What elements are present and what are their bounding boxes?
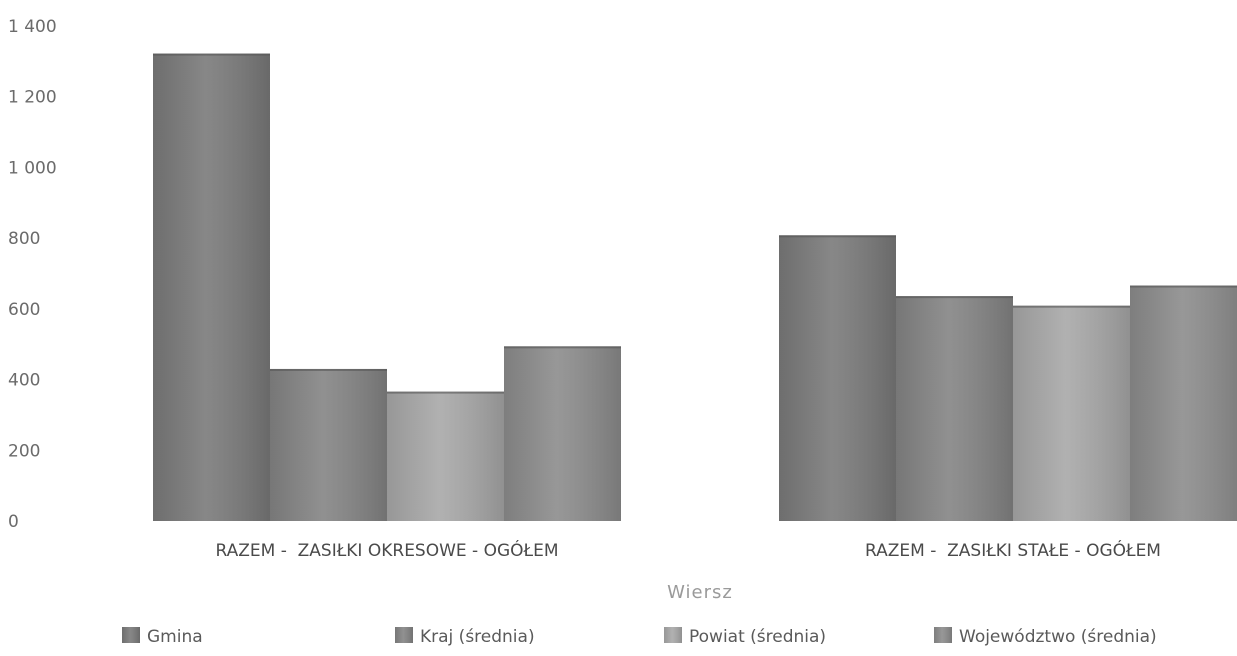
bar-top-edge — [779, 235, 896, 238]
y-axis: 0 200 400 600 800 1 000 1 200 1 400 — [8, 17, 57, 532]
bar-top-edge — [270, 368, 387, 371]
bar-shading — [779, 235, 896, 522]
legend-label: Kraj (średnia) — [420, 627, 535, 647]
legend-swatch-shading — [122, 627, 140, 643]
bar-top-edge — [1130, 285, 1237, 288]
legend-label: Gmina — [147, 627, 203, 647]
x-axis-title: Wiersz — [667, 582, 733, 603]
bar-top-edge — [504, 346, 621, 349]
bar — [387, 391, 504, 521]
bar-shading — [1130, 285, 1237, 521]
y-tick-label: 1 200 — [8, 88, 57, 108]
y-tick-label: 1 000 — [8, 158, 57, 178]
y-tick-label: 600 — [8, 300, 40, 320]
bar-top-edge — [896, 296, 1013, 299]
y-tick-label: 800 — [8, 229, 40, 249]
bars-group — [153, 53, 1237, 522]
legend-item[interactable]: Kraj (średnia) — [395, 627, 535, 647]
legend-swatch-shading — [395, 627, 413, 643]
bar-shading — [896, 296, 1013, 521]
bar-shading — [387, 391, 504, 521]
legend: Gmina Kraj (średnia) Powiat (średnia) Wojew… — [122, 627, 1157, 647]
y-tick-label: 1 400 — [8, 17, 57, 37]
legend-label: Powiat (średnia) — [689, 627, 826, 647]
legend-label: Województwo (średnia) — [959, 627, 1157, 647]
x-axis: RAZEM - ZASIŁKI OKRESOWE - OGÓŁEM RAZEM -… — [216, 539, 1161, 561]
bar — [504, 346, 621, 521]
bar-shading — [504, 346, 621, 521]
bar — [896, 296, 1013, 521]
category-label: RAZEM - ZASIŁKI STAŁE - OGÓŁEM — [865, 539, 1161, 561]
category-label: RAZEM - ZASIŁKI OKRESOWE - OGÓŁEM — [216, 539, 559, 561]
bar — [1130, 285, 1237, 521]
bar-shading — [153, 53, 270, 521]
legend-swatch-shading — [664, 627, 682, 643]
bar — [153, 53, 270, 521]
bar — [779, 235, 896, 522]
bar-top-edge — [153, 53, 270, 56]
legend-item[interactable]: Województwo (średnia) — [934, 627, 1157, 647]
legend-item[interactable]: Powiat (średnia) — [664, 627, 826, 647]
bar-shading — [1013, 305, 1130, 521]
legend-item[interactable]: Gmina — [122, 627, 203, 647]
bar-shading — [270, 368, 387, 521]
bar-top-edge — [387, 391, 504, 394]
bar — [1013, 305, 1130, 521]
bar-top-edge — [1013, 305, 1130, 308]
bar — [270, 368, 387, 521]
y-tick-label: 0 — [8, 512, 19, 532]
y-tick-label: 200 — [8, 441, 40, 461]
legend-swatch-shading — [934, 627, 952, 643]
y-tick-label: 400 — [8, 371, 40, 391]
